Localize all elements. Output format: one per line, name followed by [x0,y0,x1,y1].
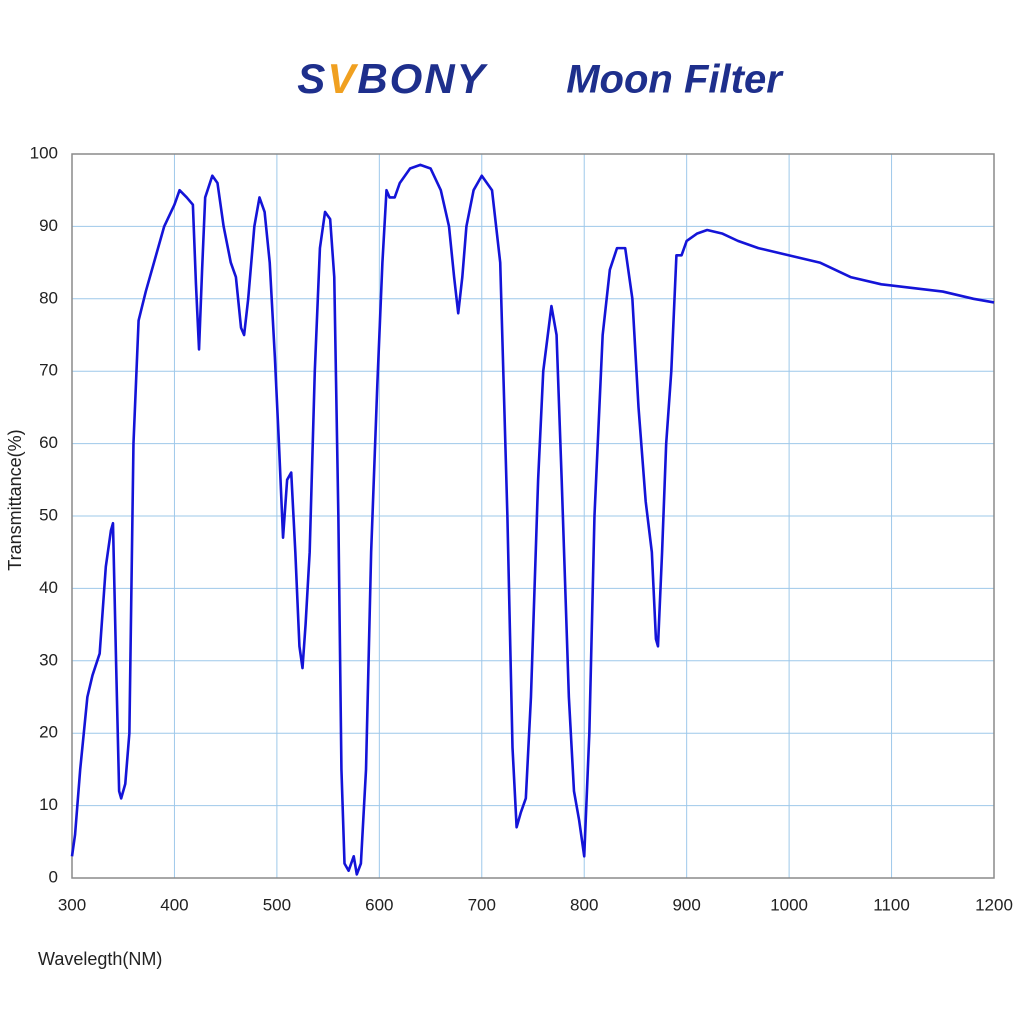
x-tick-label: 700 [468,895,496,914]
y-tick-label: 80 [39,288,58,307]
y-axis-label: Transmittance(%) [5,429,25,570]
x-tick-label: 1000 [770,895,808,914]
y-tick-label: 90 [39,216,58,235]
brand-logo: SVBONY [297,55,488,102]
x-tick-label: 400 [160,895,188,914]
y-tick-label: 0 [49,867,58,886]
x-tick-label: 800 [570,895,598,914]
y-tick-label: 40 [39,578,58,597]
y-tick-label: 60 [39,433,58,452]
plot-frame [71,153,995,879]
x-tick-label: 1100 [873,895,910,914]
y-tick-label: 20 [39,723,58,742]
y-tick-label: 10 [39,795,58,814]
x-tick-label: 300 [58,895,86,914]
chart-title: Moon Filter [566,58,784,102]
x-axis-label: Wavelegth(NM) [38,949,162,969]
transmittance-line [70,163,995,876]
x-tick-label: 1200 [975,895,1013,914]
x-tick-label: 900 [672,895,700,914]
y-tick-label: 30 [39,650,58,669]
x-tick-label: 600 [365,895,393,914]
y-tick-label: 50 [39,505,58,524]
y-tick-label: 70 [39,361,58,380]
y-tick-label: 100 [30,143,58,162]
x-tick-label: 500 [263,895,291,914]
